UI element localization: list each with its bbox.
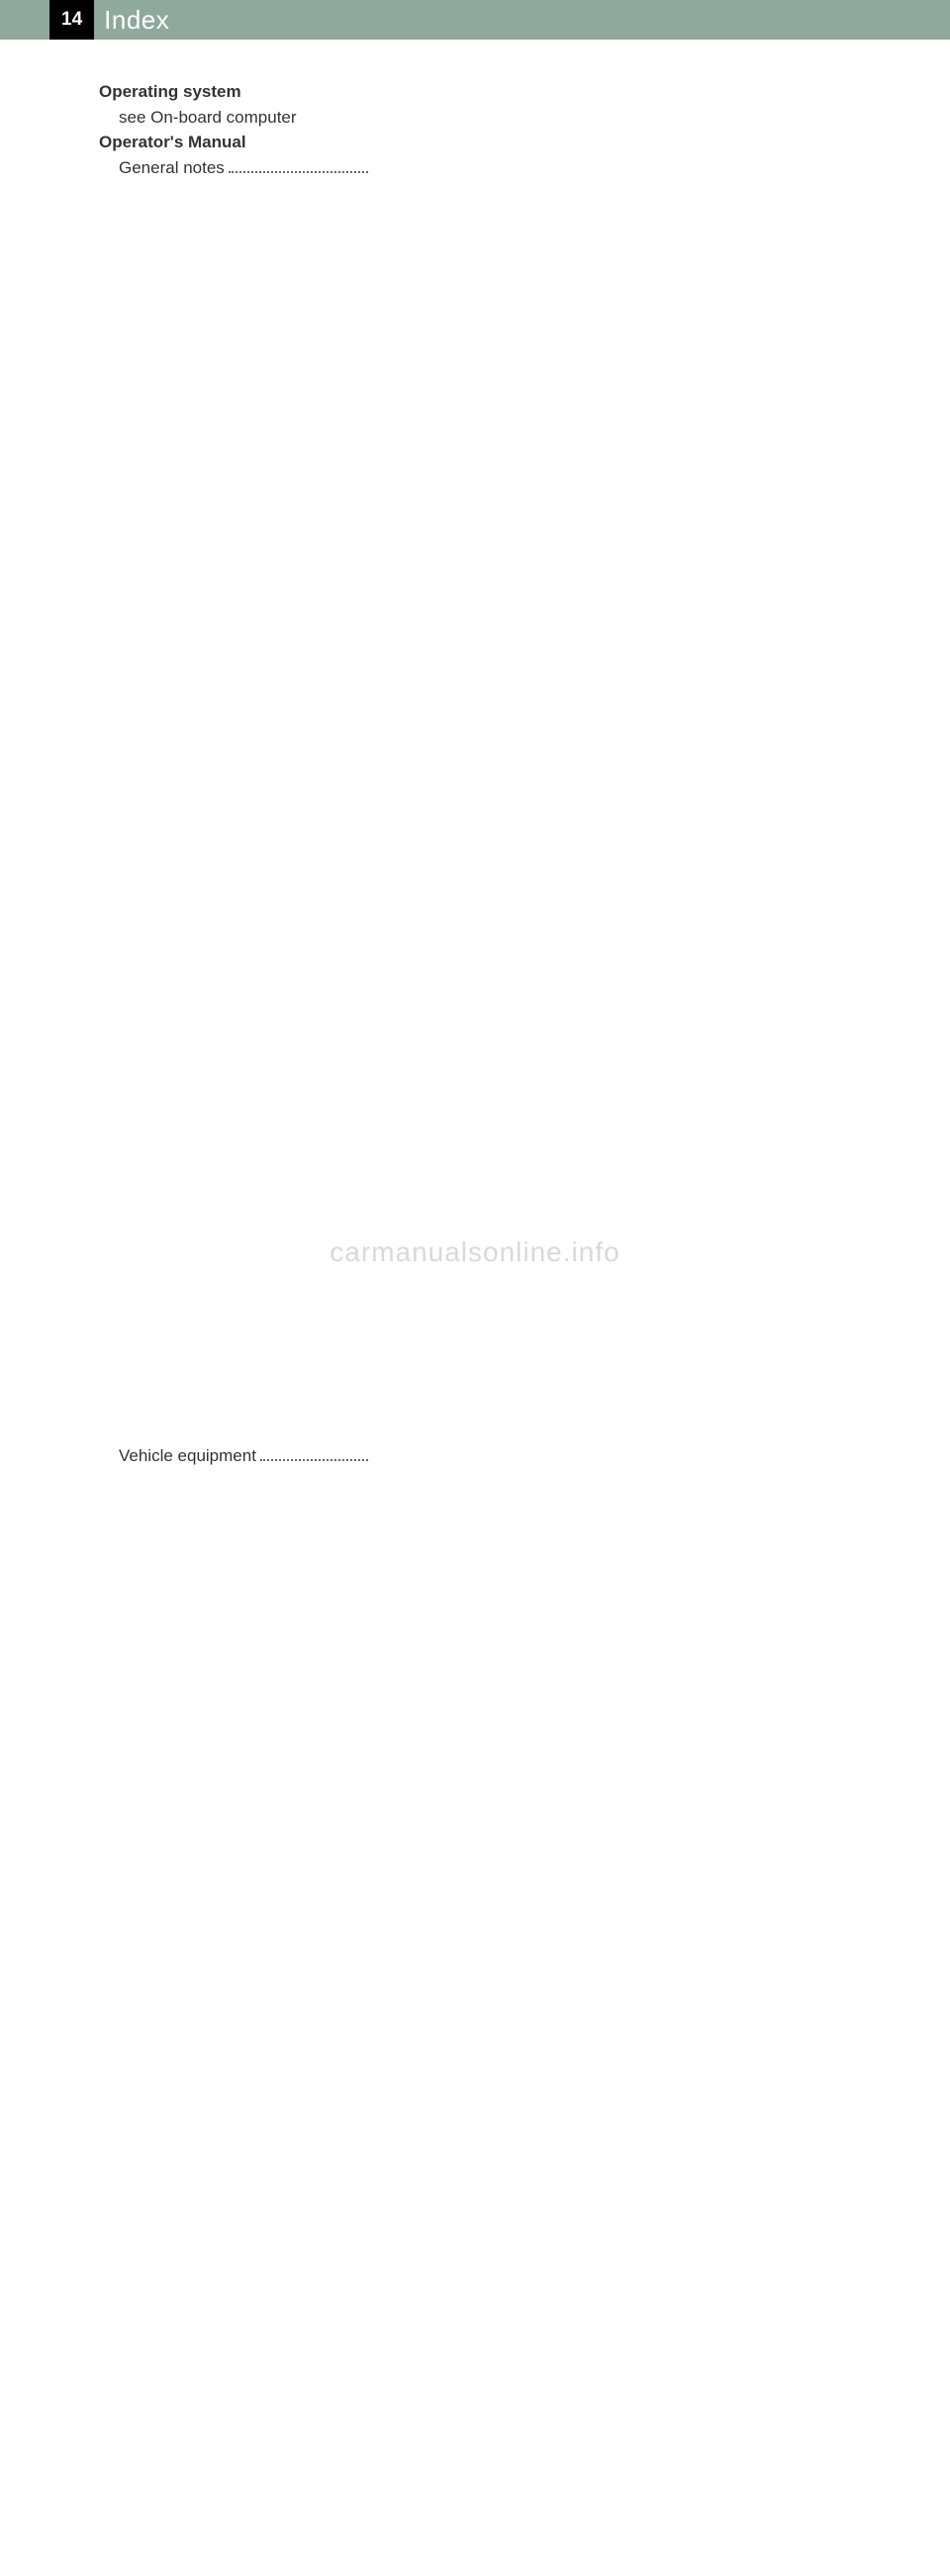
index-entry-label: see On-board computer <box>99 105 297 131</box>
index-column-left: Operating systemsee On-board computerOpe… <box>99 79 950 2576</box>
index-entry: Vehicle equipment 23 <box>99 1443 950 2576</box>
index-content: Operating systemsee On-board computerOpe… <box>0 40 950 2576</box>
index-entry: Operating system <box>99 79 950 105</box>
watermark-footer: carmanualsonline.info <box>0 1237 950 1268</box>
leader-dots <box>260 1444 368 1461</box>
index-entry-label: General notes <box>99 155 225 181</box>
page-number: 14 <box>49 0 94 40</box>
header-band: 14 Index <box>0 0 950 40</box>
page-title: Index <box>104 5 169 36</box>
index-entry-label: Operating system <box>99 79 241 105</box>
index-entry: Operator's Manual <box>99 130 950 155</box>
leader-dots <box>229 156 368 173</box>
index-entry-label: Operator's Manual <box>99 130 246 155</box>
index-entry-label: Vehicle equipment <box>99 1443 256 1469</box>
document-page: 14 Index Operating systemsee On-board co… <box>0 0 950 1288</box>
index-entry: see On-board computer <box>99 105 950 131</box>
index-entry-page: 23 <box>372 1443 950 2576</box>
